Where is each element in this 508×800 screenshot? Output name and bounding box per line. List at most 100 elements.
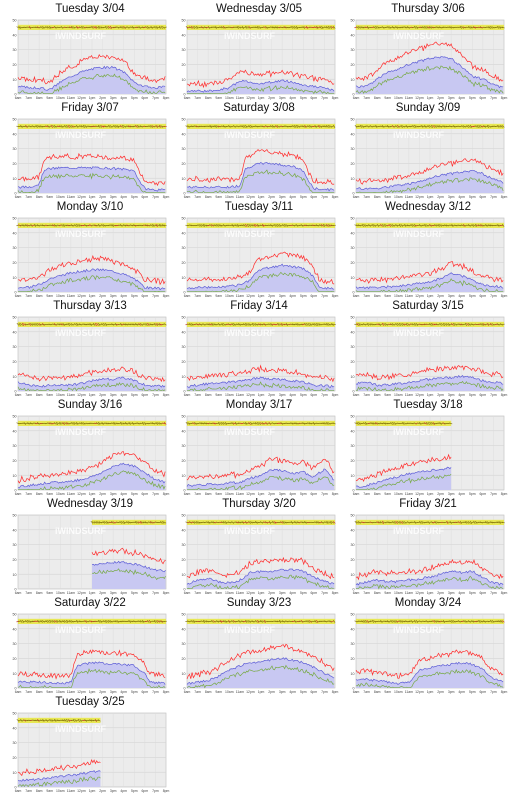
wind-direction-arrow [359, 620, 363, 623]
x-tick-label: 8pm [332, 591, 339, 595]
y-tick-label: 10 [13, 672, 17, 676]
x-tick-label: 6pm [311, 591, 318, 595]
wind-direction-arrow [212, 422, 216, 425]
wind-direction-arrow [31, 323, 35, 326]
wind-direction-arrow [101, 224, 105, 227]
x-tick-label: 3pm [110, 393, 117, 397]
wind-direction-arrow [386, 521, 390, 524]
wind-direction-arrow [221, 422, 224, 425]
wind-direction-arrow [190, 521, 194, 524]
x-tick-label: 7pm [152, 393, 159, 397]
wind-direction-arrow [244, 124, 248, 128]
x-tick-label: 6am [15, 591, 22, 595]
y-tick-label: 50 [13, 19, 17, 23]
wind-direction-arrow [227, 125, 231, 128]
wind-direction-arrow [486, 322, 490, 326]
wind-direction-arrow [273, 521, 277, 524]
x-tick-label: 9am [215, 294, 222, 298]
wind-direction-arrow [414, 619, 417, 623]
wind-direction-arrow [357, 26, 361, 29]
watermark-logo: iWINDSURF [393, 31, 444, 41]
wind-direction-arrow [111, 422, 115, 425]
wind-direction-arrow [102, 620, 106, 623]
wind-direction-arrow [94, 718, 97, 722]
wind-direction-arrow [414, 520, 417, 524]
wind-direction-arrow [70, 422, 74, 425]
wind-direction-arrow [393, 620, 397, 623]
y-tick-label: 40 [182, 231, 186, 235]
wind-direction-arrow [161, 224, 166, 227]
chart-title: Friday 3/21 [399, 498, 457, 510]
wind-direction-arrow [70, 224, 74, 227]
lull-line [17, 172, 166, 193]
wind-direction-arrow [200, 26, 204, 29]
wind-direction-arrow [398, 521, 402, 524]
wind-direction-arrow [498, 521, 502, 524]
wind-direction-arrow [446, 520, 449, 524]
wind-direction-arrow [28, 323, 32, 326]
x-tick-label: 7am [25, 96, 32, 100]
x-tick-label: 8pm [501, 96, 508, 100]
wind-direction-arrow [129, 26, 133, 29]
x-tick-label: 1pm [89, 492, 96, 496]
wind-direction-arrow [479, 620, 483, 623]
y-tick-label: 50 [351, 19, 355, 23]
x-tick-label: 6pm [142, 393, 149, 397]
wind-direction-arrow [218, 421, 221, 425]
wind-direction-arrow [415, 125, 419, 128]
wind-direction-arrow [224, 323, 228, 326]
y-tick-label: 30 [13, 345, 17, 349]
wind-direction-arrow [31, 125, 35, 128]
wind-direction-arrow [427, 124, 431, 128]
wind-direction-arrow [327, 620, 331, 623]
y-tick-label: 20 [182, 459, 186, 463]
wind-direction-arrow [254, 521, 258, 524]
wind-direction-arrow [292, 125, 296, 128]
x-tick-label: 9am [46, 96, 53, 100]
wind-direction-arrow [156, 422, 160, 425]
x-tick-label: 6pm [142, 789, 149, 793]
wind-direction-arrow [82, 124, 86, 128]
x-tick-label: 2pm [99, 492, 106, 496]
x-tick-label: 8pm [163, 591, 170, 595]
x-tick-label: 2pm [437, 690, 444, 694]
wind-direction-arrow [261, 620, 265, 623]
wind-direction-arrow [374, 422, 378, 425]
wind-direction-arrow [212, 26, 216, 29]
wind-direction-arrow [150, 323, 154, 326]
wind-direction-arrow [501, 125, 505, 128]
wind-direction-arrow [501, 323, 505, 326]
wind-direction-arrow [119, 521, 123, 524]
wind-direction-arrow [329, 520, 333, 524]
x-tick-label: 6am [15, 789, 22, 793]
wind-direction-arrow [199, 323, 203, 326]
wind-direction-arrow [459, 25, 463, 29]
wind-direction-arrow [193, 521, 198, 524]
watermark-logo: iWINDSURF [224, 625, 275, 635]
y-tick-label: 0 [353, 291, 355, 295]
wind-direction-arrow [429, 421, 432, 425]
wind-direction-arrow [35, 322, 38, 326]
x-tick-label: 11am [405, 393, 413, 397]
wind-direction-arrow [220, 521, 225, 524]
wind-direction-arrow [481, 125, 485, 128]
wind-direction-arrow [305, 323, 309, 326]
wind-direction-arrow [375, 124, 378, 128]
wind-direction-arrow [91, 25, 94, 29]
wind-direction-arrow [424, 124, 427, 128]
x-tick-label: 6pm [480, 195, 487, 199]
wind-direction-arrow [256, 619, 260, 623]
wind-direction-arrow [74, 323, 77, 326]
wind-direction-arrow [232, 620, 236, 623]
wind-direction-arrow [94, 322, 97, 326]
x-tick-label: 6am [353, 492, 360, 496]
chart-title: Tuesday 3/11 [224, 201, 294, 213]
wind-direction-arrow [444, 521, 448, 524]
wind-direction-arrow [253, 422, 257, 425]
x-tick-label: 7pm [490, 393, 497, 397]
x-tick-label: 1pm [89, 96, 96, 100]
wind-direction-arrow [371, 323, 375, 326]
wind-direction-arrow [474, 223, 478, 227]
y-tick-label: 10 [13, 474, 17, 478]
